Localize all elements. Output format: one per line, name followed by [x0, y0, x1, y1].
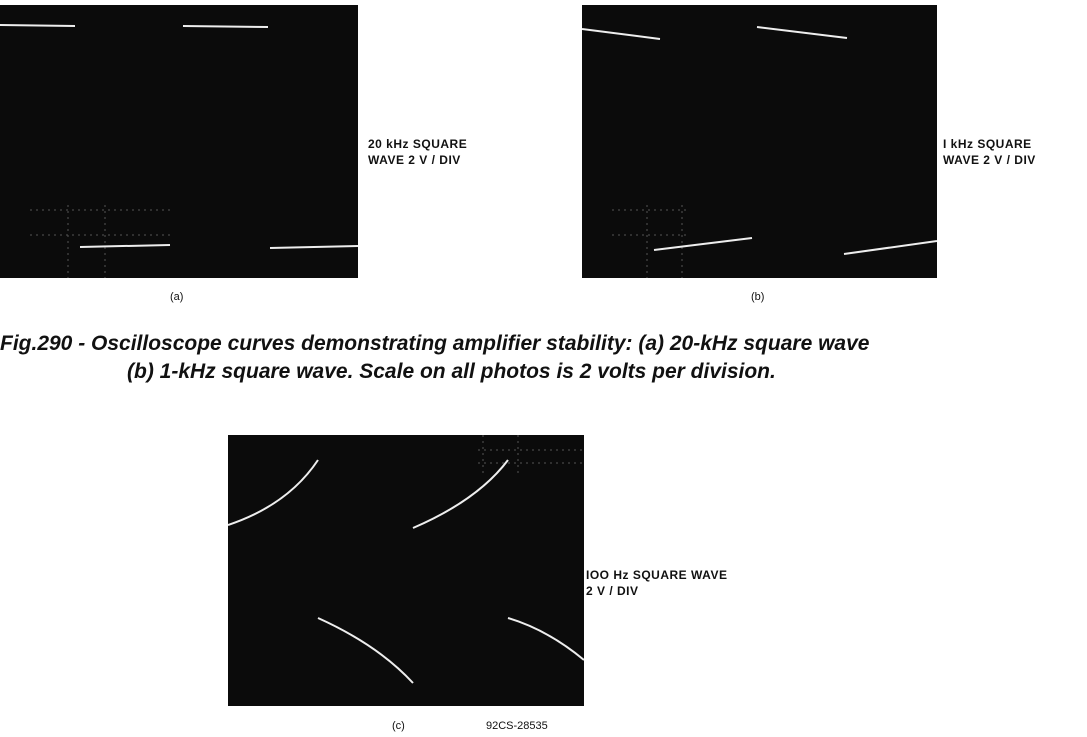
scope-photo-b: [582, 5, 937, 278]
scope-label: I kHz SQUARE WAVE 2 V / DIV: [943, 136, 1036, 168]
label-line: WAVE 2 V / DIV: [368, 153, 461, 167]
label-line: 2 V / DIV: [586, 584, 639, 598]
panel-caption: (c): [392, 720, 405, 732]
label-line: IOO Hz SQUARE WAVE: [586, 568, 728, 582]
scope-photo-c: [228, 435, 584, 706]
figure-code: 92CS-28535: [486, 720, 548, 732]
panel-caption: (b): [751, 291, 765, 303]
scope-label: IOO Hz SQUARE WAVE 2 V / DIV: [586, 567, 727, 599]
label-line: 20 kHz SQUARE: [368, 137, 468, 151]
panel-caption: (a): [170, 291, 184, 303]
label-line: WAVE 2 V / DIV: [943, 153, 1036, 167]
scope-label: 20 kHz SQUARE WAVE 2 V / DIV: [368, 136, 467, 168]
scope-photo-a: [0, 5, 358, 278]
figure-caption-line: Fig.290 - Oscilloscope curves demonstrat…: [0, 332, 870, 355]
figure-caption-line: (b) 1-kHz square wave. Scale on all phot…: [127, 360, 776, 383]
label-line: I kHz SQUARE: [943, 137, 1032, 151]
